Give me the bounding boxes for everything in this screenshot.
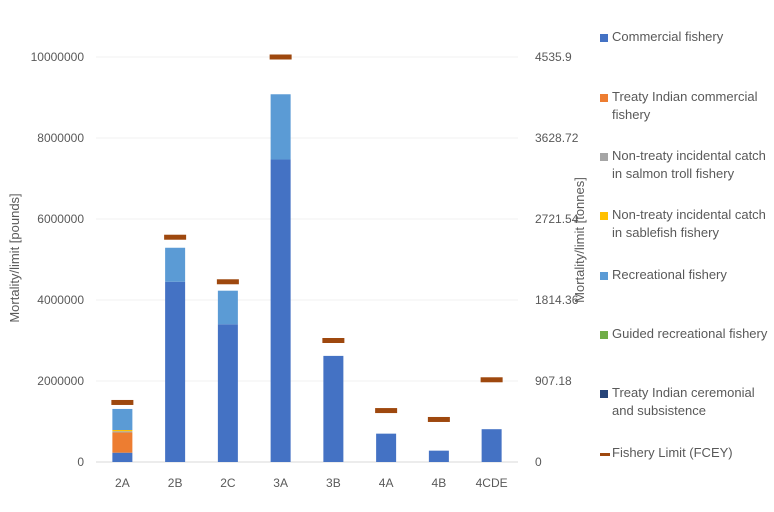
x-tick-label: 4A	[379, 476, 394, 490]
y-tick-label-right: 907.18	[535, 374, 572, 388]
limit-marker	[269, 54, 292, 60]
y-axis-title-left: Mortality/limit [pounds]	[7, 193, 22, 322]
legend-swatch	[600, 331, 608, 339]
legend-swatch	[600, 34, 608, 42]
x-tick-label: 4B	[432, 476, 447, 490]
legend-label: Non-treaty incidental catch in sablefish…	[612, 207, 766, 240]
y-tick-label-right: 1814.36	[535, 293, 579, 307]
x-tick-label: 2C	[220, 476, 236, 490]
legend-swatch	[600, 390, 608, 398]
legend-swatch	[600, 94, 608, 102]
x-tick-label: 2A	[115, 476, 130, 490]
bar-segment	[270, 94, 291, 160]
limit-marker	[480, 377, 503, 383]
limit-marker	[322, 338, 345, 343]
limit-marker	[216, 279, 239, 285]
y-tick-label-left: 6000000	[37, 212, 84, 226]
bar-segment	[112, 431, 133, 433]
y-tick-label-left: 10000000	[31, 50, 85, 64]
y-tick-label-right: 2721.54	[535, 212, 579, 226]
y-tick-label-right: 0	[535, 455, 542, 469]
bar-segment	[112, 452, 133, 462]
bar-segment	[112, 432, 133, 453]
bar-segment	[217, 324, 238, 462]
legend-label: Treaty Indian ceremonial and subsistence	[612, 385, 755, 418]
y-axis-title-right: Mortality/limit [tonnes]	[572, 177, 587, 303]
bar-segment	[376, 433, 397, 462]
bar-segment	[112, 408, 133, 431]
bar-segment	[270, 159, 291, 462]
x-tick-label: 2B	[168, 476, 183, 490]
legend-swatch	[600, 212, 608, 220]
legend-label: Fishery Limit (FCEY)	[612, 445, 733, 460]
limit-marker	[164, 234, 187, 240]
y-tick-label-right: 4535.9	[535, 50, 572, 64]
y-axis-left: 0 2000000 4000000 6000000 8000000 10000000	[31, 50, 85, 469]
x-tick-label: 3A	[273, 476, 288, 490]
limit-markers	[111, 54, 503, 422]
bar-segment	[165, 247, 186, 282]
bar-segment	[217, 290, 238, 325]
bar-segment	[481, 429, 502, 462]
x-tick-label: 3B	[326, 476, 341, 490]
limit-marker	[375, 408, 398, 414]
bar-segment	[165, 281, 186, 462]
bar-segment	[428, 450, 449, 462]
bar-segment	[112, 430, 133, 432]
y-tick-label-left: 4000000	[37, 293, 84, 307]
legend-label: Non-treaty incidental catch in salmon tr…	[612, 148, 766, 181]
legend-swatch	[600, 153, 608, 161]
legend-label: Recreational fishery	[612, 267, 727, 282]
x-axis: 2A 2B 2C 3A 3B 4A 4B 4CDE	[115, 476, 508, 490]
legend-label: Commercial fishery	[612, 29, 724, 44]
y-axis-right: 0 907.18 1814.36 2721.54 3628.72 4535.9	[535, 50, 579, 469]
legend-swatch	[600, 272, 608, 280]
limit-marker	[111, 399, 134, 405]
legend-label: Treaty Indian commercial fishery	[612, 89, 758, 122]
y-tick-label-left: 0	[77, 455, 84, 469]
gridlines	[96, 56, 518, 463]
y-tick-label-right: 3628.72	[535, 131, 579, 145]
legend-label: Guided recreational fishery	[612, 326, 768, 341]
bars	[112, 94, 502, 462]
y-tick-label-left: 2000000	[37, 374, 84, 388]
y-tick-label-left: 8000000	[37, 131, 84, 145]
legend-swatch	[600, 453, 610, 456]
x-tick-label: 4CDE	[476, 476, 508, 490]
bar-segment	[323, 355, 344, 462]
limit-marker	[427, 416, 450, 422]
